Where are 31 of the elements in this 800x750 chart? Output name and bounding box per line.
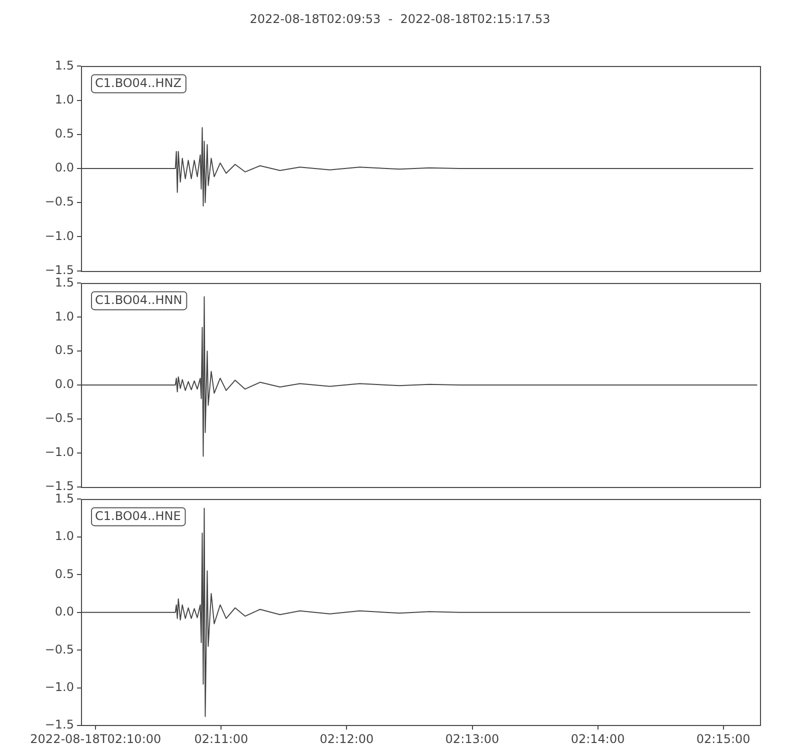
text: C1.BO04..HNZ (95, 76, 182, 90)
y-tick-label: −1.5 (44, 478, 74, 493)
y-tick-label: 0.5 (54, 126, 74, 141)
y-tick-label: 0.0 (54, 160, 74, 175)
y-tick-label: 1.0 (54, 92, 74, 106)
y-tick-label: −1.0 (44, 444, 74, 459)
y-tick-label: 0.0 (54, 377, 74, 392)
y-tick-label: 0.5 (54, 343, 74, 358)
x-tick-label: 02:11:00 (194, 732, 248, 746)
y-tick-label: −0.5 (44, 411, 74, 426)
x-tick-label: 02:12:00 (320, 732, 374, 746)
y-tick-label: 0.5 (54, 566, 74, 581)
y-tick-label: −1.0 (44, 228, 74, 243)
y-tick-label: −0.5 (44, 194, 74, 209)
y-tick-label: 1.0 (54, 309, 74, 324)
y-tick-label: −1.0 (44, 680, 74, 694)
series-label: C1.BO04..HNE (95, 508, 181, 523)
x-tick-label: 02:15:00 (696, 732, 750, 746)
y-tick-label: −1.5 (44, 262, 74, 277)
y-tick-label: −0.5 (44, 642, 74, 656)
series-label: C1.BO04..HNN (95, 292, 182, 307)
x-tick-label: 02:14:00 (570, 732, 625, 746)
x-tick-label: 2022-08-18T02:10:00 (30, 732, 162, 746)
y-tick-label: 1.5 (54, 275, 74, 290)
y-tick-label: 1.5 (54, 491, 74, 506)
y-tick-label: 0.0 (54, 604, 74, 619)
x-tick-label: 02:13:00 (445, 732, 500, 746)
y-tick-label: −1.5 (44, 718, 74, 732)
chart-title: 2022-08-18T02:09:53 - 2022-08-18T02:15:17.53 (248, 12, 552, 26)
y-tick-label: 1.0 (54, 529, 74, 544)
y-tick-label: 1.5 (54, 58, 74, 72)
